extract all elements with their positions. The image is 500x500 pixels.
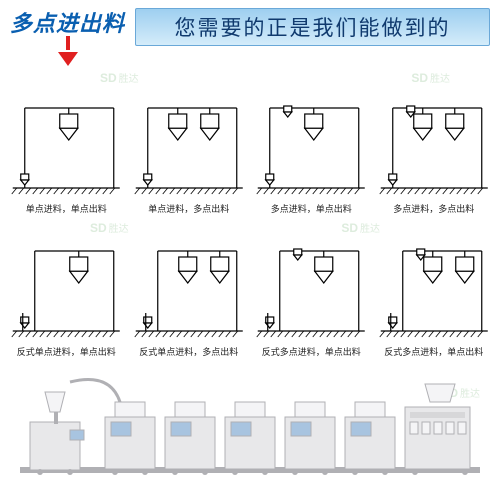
diagram-caption: 反式多点进料，单点出料	[384, 345, 483, 358]
diagram-caption: 多点进料，多点出料	[393, 202, 474, 215]
diagram-cell: 反式多点进料，单点出料	[376, 221, 493, 358]
diagram-caption: 多点进料，单点出料	[271, 202, 352, 215]
machine-svg	[10, 372, 490, 492]
diagram-caption: 反式单点进料，多点出料	[139, 345, 238, 358]
diagram-caption: 反式多点进料，单点出料	[262, 345, 361, 358]
arrow-down-icon	[58, 52, 78, 66]
diagram-cell: 反式多点进料，单点出料	[253, 221, 370, 358]
banner: 您需要的正是我们能做到的	[135, 8, 490, 46]
machine-illustration	[10, 372, 490, 492]
diagram-cell: 多点进料，单点出料	[253, 78, 370, 215]
diagram-caption: 单点进料，单点出料	[26, 202, 107, 215]
title-left-text: 多点进出料	[10, 6, 125, 38]
diagram-cell: 单点进料，单点出料	[8, 78, 125, 215]
header: 多点进出料 您需要的正是我们能做到的	[0, 0, 500, 66]
title-left-block: 多点进出料	[10, 6, 125, 66]
diagram-cell: 单点进料，多点出料	[131, 78, 248, 215]
arrow-stem	[66, 36, 70, 50]
diagram-cell: 反式单点进料，多点出料	[131, 221, 248, 358]
diagram-cell: 反式单点进料，单点出料	[8, 221, 125, 358]
diagram-caption: 单点进料，多点出料	[148, 202, 229, 215]
banner-text: 您需要的正是我们能做到的	[144, 12, 481, 42]
diagram-cell: 多点进料，多点出料	[376, 78, 493, 215]
diagram-caption: 反式单点进料，单点出料	[17, 345, 116, 358]
diagram-grid: 单点进料，单点出料 单点进料，多点出料 多点进料，单点出料 多点进料，多点出料 …	[0, 66, 500, 366]
